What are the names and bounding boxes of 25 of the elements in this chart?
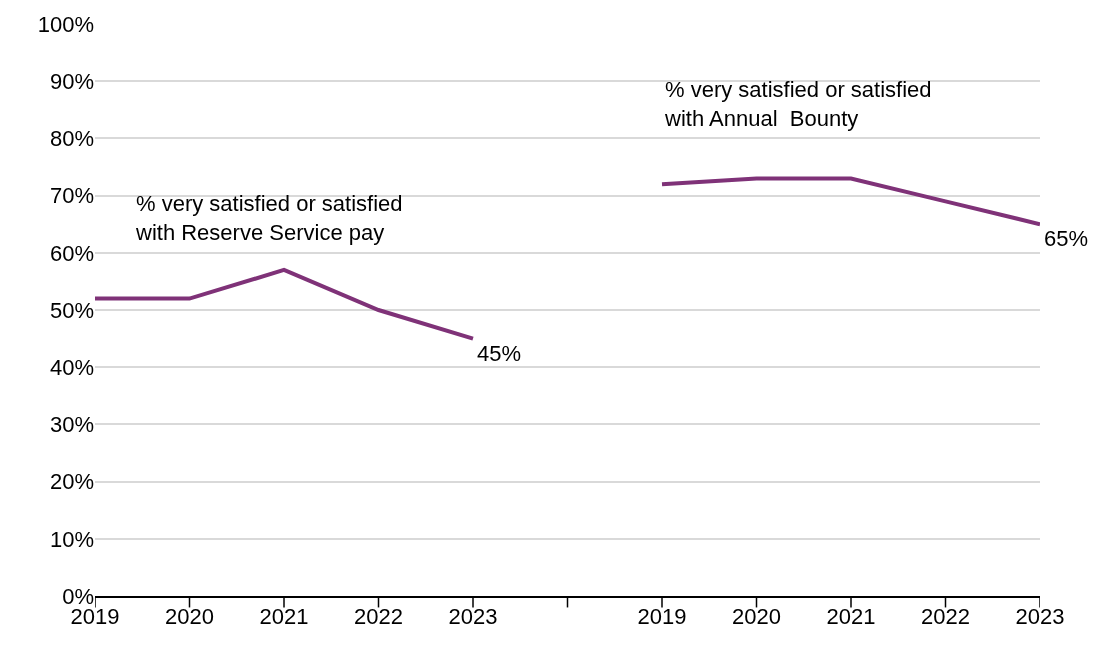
y-tick-label: 70% xyxy=(49,183,94,209)
x-tick-label: 2023 xyxy=(448,604,498,630)
x-tick-label: 2020 xyxy=(732,604,781,630)
text: % very satisfied or satisfied with Annual Bounty xyxy=(664,77,932,131)
data-label: 45% xyxy=(477,341,522,366)
x-tick-label: 2021 xyxy=(259,604,309,630)
y-tick-label: 90% xyxy=(49,68,94,94)
text: % very satisfied or satisfied with Reserve Service pay xyxy=(135,191,403,245)
x-tick-label: 2019 xyxy=(637,604,687,630)
y-tick-label: 100% xyxy=(37,11,94,37)
y-tick-label: 10% xyxy=(49,526,94,552)
y-tick-label: 20% xyxy=(49,469,94,495)
line-series xyxy=(660,176,1040,227)
y-tick-label: 80% xyxy=(49,126,94,152)
y-tick-label: 50% xyxy=(49,297,94,323)
x-tick-label: 2023 xyxy=(1015,604,1065,630)
y-tick-label: 30% xyxy=(49,412,94,438)
y-tick-label: 60% xyxy=(49,240,94,266)
y-tick-label: 40% xyxy=(49,354,94,380)
data-label: 65% xyxy=(1044,226,1089,251)
line-series xyxy=(95,267,475,341)
x-tick-label: 2022 xyxy=(921,604,970,630)
x-tick-label: 2020 xyxy=(165,604,214,630)
x-tick-label: 2022 xyxy=(354,604,403,630)
x-tick-label: 2021 xyxy=(826,604,876,630)
